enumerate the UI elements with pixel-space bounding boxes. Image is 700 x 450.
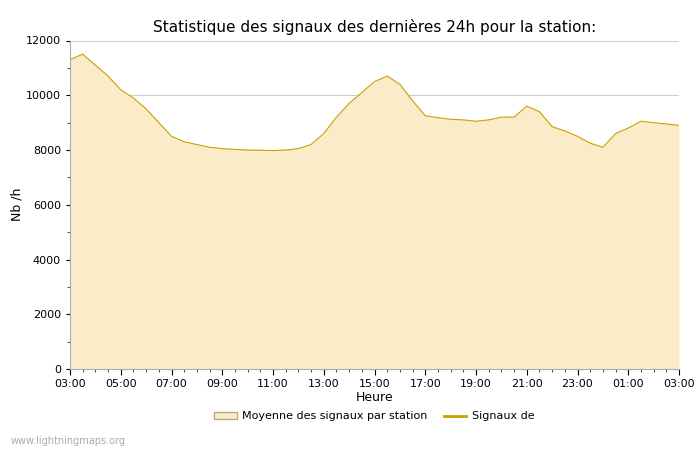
X-axis label: Heure: Heure <box>356 391 393 404</box>
Legend: Moyenne des signaux par station, Signaux de: Moyenne des signaux par station, Signaux… <box>210 407 539 426</box>
Y-axis label: Nb /h: Nb /h <box>10 188 23 221</box>
Text: www.lightningmaps.org: www.lightningmaps.org <box>10 436 125 446</box>
Title: Statistique des signaux des dernières 24h pour la station:: Statistique des signaux des dernières 24… <box>153 19 596 35</box>
